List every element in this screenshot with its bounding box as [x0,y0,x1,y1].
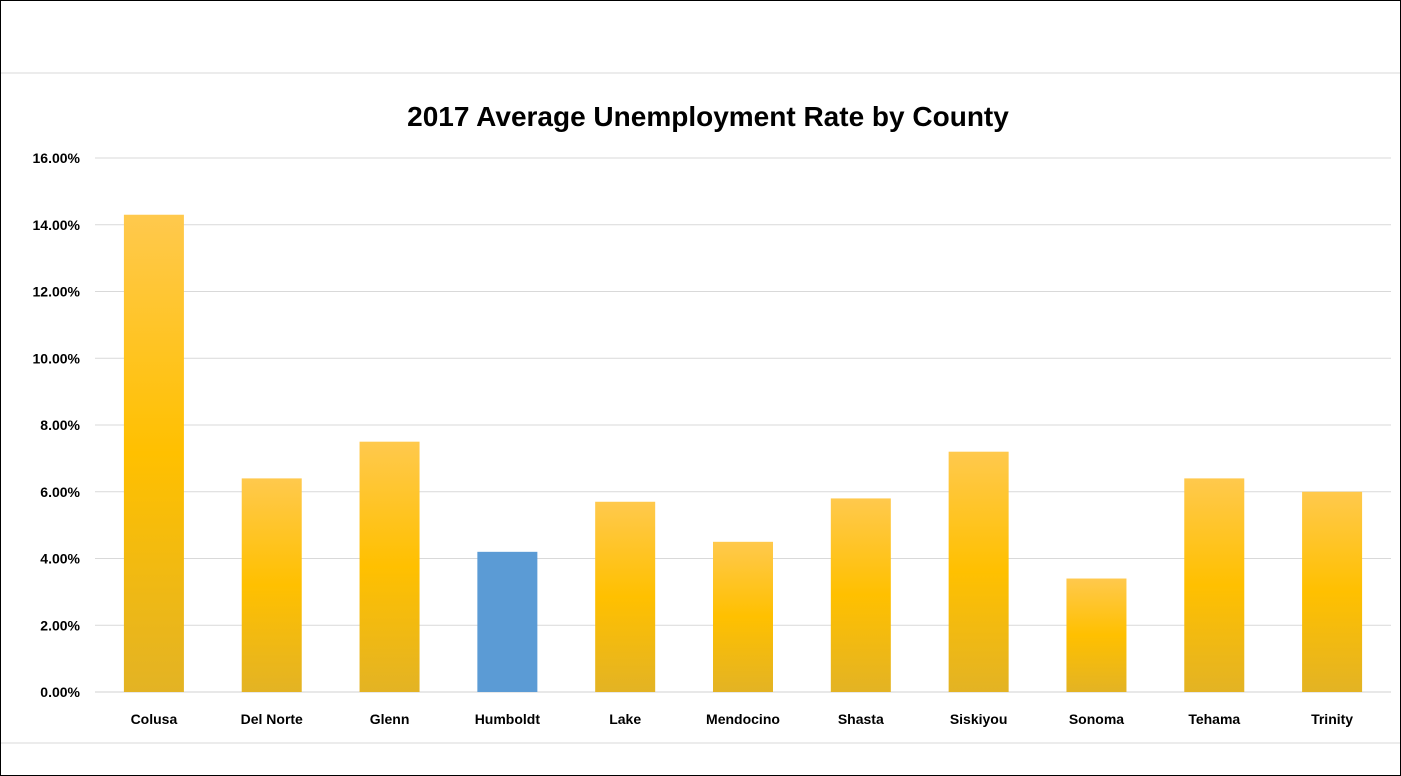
bar-lake [595,501,656,692]
x-tick-label: Mendocino [706,711,780,727]
x-tick-label: Siskiyou [950,711,1008,727]
bar-humboldt [477,551,538,692]
x-tick-label: Trinity [1311,711,1353,727]
bars [123,214,1363,693]
x-axis-ticks: Colusa Del Norte Glenn Humboldt Lake Mendocin… [131,711,1354,727]
y-tick-label: 8.00% [40,417,80,433]
y-axis-ticks: 0.00% 2.00% 4.00% 6.00% 8.00% 10.00% 12.00% 14.… [33,150,81,700]
x-tick-label: Shasta [838,711,884,727]
y-tick-label: 6.00% [40,484,80,500]
y-tick-label: 2.00% [40,617,80,633]
y-tick-label: 12.00% [33,284,81,300]
bar-sonoma [1066,578,1127,692]
bar-tehama [1184,478,1245,692]
bar-shasta [830,498,891,692]
chart-title: 2017 Average Unemployment Rate by County [407,101,1009,132]
x-tick-label: Tehama [1188,711,1240,727]
y-tick-label: 0.00% [40,684,80,700]
x-tick-label: Lake [609,711,641,727]
bar-del-norte [241,478,302,692]
y-tick-label: 10.00% [33,350,81,366]
bar-glenn [359,441,420,692]
bar-mendocino [713,541,773,692]
bar-colusa [123,214,184,693]
bar-siskiyou [948,451,1009,692]
x-tick-label: Glenn [370,711,410,727]
x-tick-label: Sonoma [1069,711,1124,727]
y-tick-label: 16.00% [33,150,81,166]
bar-trinity [1302,491,1363,692]
y-tick-label: 4.00% [40,551,80,567]
x-tick-label: Del Norte [241,711,303,727]
y-tick-label: 14.00% [33,217,81,233]
x-tick-label: Colusa [131,711,178,727]
x-tick-label: Humboldt [475,711,541,727]
